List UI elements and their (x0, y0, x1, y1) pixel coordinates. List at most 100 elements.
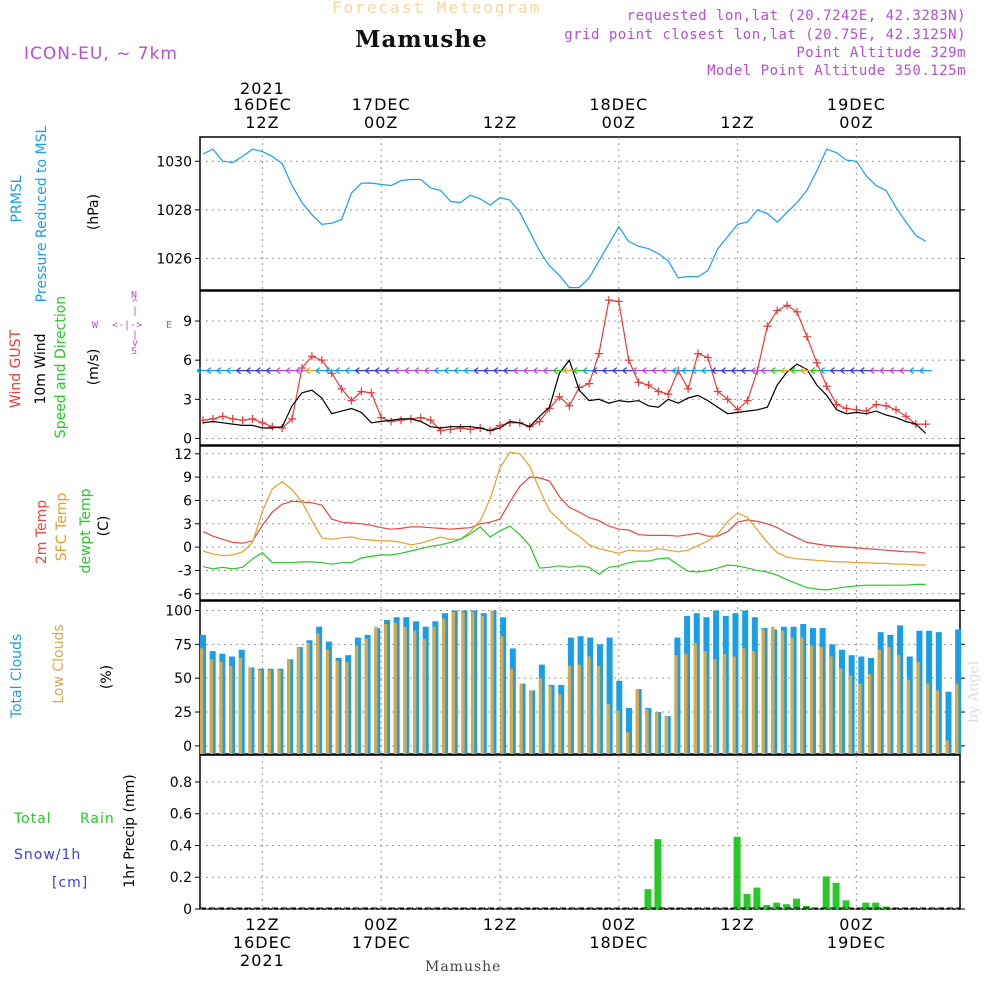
gust-marker (614, 297, 623, 306)
rain-bar (793, 898, 800, 909)
gust-marker (585, 379, 594, 388)
rain-bar (872, 902, 880, 909)
low-cloud-bar (529, 690, 533, 754)
low-cloud-bar (887, 647, 891, 754)
gust-marker (535, 417, 544, 426)
gust-marker (684, 384, 693, 393)
top-hour-label-3: 00Z (602, 113, 636, 132)
gust-marker (892, 405, 900, 414)
low-cloud-bar (722, 653, 727, 754)
wind-direction-arrow (919, 367, 932, 375)
ytick-label-3-3: 75 (174, 637, 192, 653)
gust-marker (872, 400, 881, 409)
gust-marker (604, 296, 613, 305)
low-cloud-bar (645, 709, 649, 754)
low-cloud-bar (480, 615, 485, 754)
low-cloud-bar (219, 661, 223, 754)
precip-snow-label: Snow/1h (14, 847, 82, 863)
rain-bar (654, 839, 662, 909)
rain-bar (783, 904, 791, 909)
gust-marker (456, 424, 465, 433)
bottom-hour-label-2: 12Z (483, 915, 517, 934)
rain-bar (753, 887, 761, 909)
point-altitude: Point Altitude 329m (796, 45, 966, 61)
top-date-label-1: 17DEC (352, 95, 411, 114)
rain-bar (802, 905, 810, 909)
low-cloud-bar (374, 626, 378, 754)
bottom-hour-label-1: 00Z (364, 915, 398, 934)
gust-marker (713, 387, 722, 396)
compass-n: N (131, 290, 138, 301)
precip-total-label: Total (14, 811, 52, 827)
compass-w: W (92, 320, 99, 331)
bottom-date-label-0: 16DEC (233, 933, 292, 952)
low-cloud-bar (500, 636, 504, 754)
series-line-2-1 (202, 451, 926, 566)
low-cloud-bar (451, 611, 456, 754)
ytick-label-0-0: 1026 (156, 251, 192, 267)
low-cloud-bar (848, 675, 852, 754)
bottom-hour-label-5: 00Z (839, 915, 873, 934)
rain-bar (822, 876, 830, 909)
meteogram-heading: Forecast Meteogram (332, 0, 542, 17)
gust-marker (199, 416, 207, 425)
compass-e: E (166, 320, 173, 331)
gust-marker (218, 412, 227, 421)
low-cloud-bar (790, 637, 794, 754)
low-cloud-bar (412, 630, 417, 754)
compass-arrow-vertical: ^ | (132, 298, 139, 317)
low-cloud-bar (829, 656, 833, 754)
gust-marker (802, 332, 811, 341)
gust-marker (723, 395, 732, 404)
station-title: Mamushe (355, 26, 488, 53)
top-hour-label-4: 12Z (720, 113, 754, 132)
low-cloud-bar (287, 659, 291, 754)
series-line-1-1 (202, 358, 927, 434)
ytick-label-3-2: 50 (174, 671, 192, 687)
top-date-label-0: 16DEC (233, 95, 292, 114)
rain-bar (743, 893, 751, 909)
gust-marker (763, 322, 772, 331)
low-cloud-bar (200, 648, 204, 754)
gust-marker (595, 349, 603, 358)
low-cloud-bar (471, 611, 475, 754)
bottom-hour-label-3: 00Z (602, 915, 636, 934)
low-cloud-bar (558, 694, 562, 754)
low-cloud-bar (267, 670, 272, 754)
rain-bar (644, 889, 652, 909)
low-cloud-bar (509, 668, 514, 754)
top-hour-label-2: 12Z (483, 113, 517, 132)
ytick-label-1-1: 3 (183, 392, 192, 408)
gust-marker (832, 400, 841, 409)
gust-marker (773, 306, 782, 315)
ytick-label-2-1: -3 (178, 563, 192, 579)
low-cloud-bar (868, 674, 872, 754)
ytick-label-0-1: 1028 (156, 203, 192, 219)
panel-frame-2 (199, 445, 961, 601)
ytick-label-0-2: 1030 (156, 154, 192, 170)
low-cloud-bar (713, 659, 717, 754)
gust-marker (397, 416, 405, 425)
series-line-2-0 (202, 476, 926, 554)
low-cloud-bar (906, 679, 911, 754)
low-cloud-bar (567, 665, 572, 754)
compass-rose: N ^ | W <-|-> E | v S (88, 290, 184, 360)
total-cloud-bar (625, 707, 632, 754)
low-cloud-bar (800, 637, 804, 754)
ytick-label-4-4: 0.8 (170, 775, 192, 791)
gust-marker (347, 396, 356, 405)
total-cloud-bar (945, 691, 952, 754)
low-cloud-bar (838, 668, 843, 754)
low-cloud-bar (383, 624, 388, 754)
low-cloud-bar (780, 630, 785, 754)
series-line-0-0 (202, 148, 927, 289)
gust-marker (812, 358, 821, 367)
low-cloud-bar (616, 710, 620, 754)
compass-s: S (131, 346, 138, 357)
low-cloud-bar (703, 651, 707, 754)
bottom-date-label-3: 18DEC (589, 933, 648, 952)
low-cloud-bar (296, 647, 301, 754)
bottom-hour-label-4: 12Z (720, 915, 754, 934)
panel-frame-0 (199, 136, 961, 291)
low-cloud-bar (732, 656, 736, 754)
